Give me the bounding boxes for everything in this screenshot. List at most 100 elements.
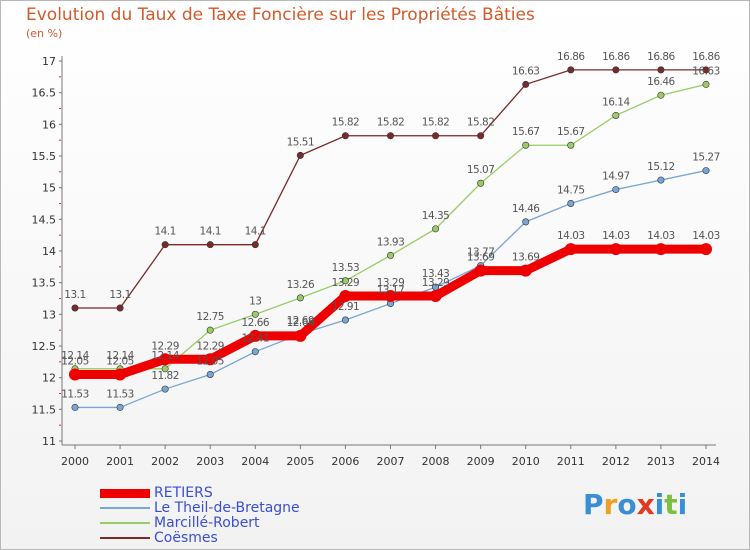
- data-label: 16.63: [692, 65, 720, 77]
- series-point-3: [702, 66, 710, 74]
- data-label: 12.66: [287, 317, 315, 329]
- data-label: 14.75: [557, 185, 585, 197]
- y-tick-label: 12: [42, 372, 56, 385]
- x-tick-label: 2001: [106, 455, 134, 468]
- logo-letter: o: [617, 488, 637, 521]
- series-point-0: [249, 329, 262, 342]
- series-point-3: [522, 80, 530, 88]
- x-tick-label: 2003: [196, 455, 224, 468]
- data-label: 15.82: [467, 117, 495, 129]
- y-tick-label: 12.5: [32, 340, 57, 353]
- data-label: 16.86: [647, 51, 675, 63]
- legend-label-marcille: Marcillé-Robert: [154, 515, 260, 531]
- y-tick-label: 11: [42, 435, 56, 448]
- data-label: 11.82: [151, 370, 179, 382]
- series-point-2: [702, 80, 710, 88]
- series-point-1: [702, 167, 710, 175]
- data-label: 13.1: [109, 289, 130, 301]
- data-label: 16.86: [602, 51, 630, 63]
- series-point-3: [567, 66, 575, 74]
- series-point-2: [522, 141, 530, 149]
- data-label: 15.07: [467, 164, 495, 176]
- data-label: 15.12: [647, 161, 675, 173]
- data-label: 15.51: [287, 136, 315, 148]
- y-tick-label: 16: [42, 118, 56, 131]
- data-label: 16.86: [692, 51, 720, 63]
- series-point-1: [116, 403, 124, 411]
- series-point-0: [204, 353, 217, 366]
- series-point-3: [657, 66, 665, 74]
- data-label: 12.05: [196, 356, 224, 368]
- y-tick-label: 11.5: [32, 403, 57, 416]
- data-label: 14.03: [647, 230, 675, 242]
- y-tick-label: 13: [42, 308, 56, 321]
- data-label: 14.1: [245, 226, 266, 238]
- data-label: 14.97: [602, 171, 630, 183]
- legend-label-le-theil: Le Theil-de-Bretagne: [154, 500, 300, 516]
- series-point-2: [296, 294, 304, 302]
- series-point-2: [341, 277, 349, 285]
- y-tick-label: 16.5: [32, 87, 57, 100]
- x-tick-label: 2006: [331, 455, 359, 468]
- data-label: 14.1: [200, 226, 221, 238]
- series-point-0: [159, 353, 172, 366]
- data-label: 14.03: [602, 230, 630, 242]
- logo-letter: P: [583, 488, 604, 521]
- series-point-2: [567, 141, 575, 149]
- data-label: 15.82: [422, 117, 450, 129]
- series-point-0: [519, 264, 532, 277]
- data-label: 12.14: [61, 350, 89, 362]
- y-tick-label: 17: [42, 55, 56, 68]
- x-tick-label: 2012: [602, 455, 630, 468]
- data-label: 13.1: [64, 289, 85, 301]
- series-point-1: [567, 200, 575, 208]
- series-point-1: [341, 316, 349, 324]
- data-label: 13.69: [467, 252, 495, 264]
- data-label: 12.41: [242, 333, 270, 345]
- series-point-3: [341, 132, 349, 140]
- data-label: 15.82: [377, 117, 405, 129]
- data-label: 13.93: [377, 236, 405, 248]
- data-label: 14.35: [422, 210, 450, 222]
- data-label: 13.43: [422, 268, 450, 280]
- data-label: 15.67: [512, 126, 540, 138]
- data-label: 15.67: [557, 126, 585, 138]
- data-label: 13: [249, 295, 261, 307]
- series-point-0: [339, 289, 352, 302]
- logo-letter: x: [636, 488, 655, 521]
- data-label: 16.86: [557, 51, 585, 63]
- series-point-2: [432, 225, 440, 233]
- data-label: 13.26: [287, 279, 315, 291]
- data-label: 16.63: [512, 65, 540, 77]
- series-point-0: [429, 289, 442, 302]
- x-tick-label: 2005: [286, 455, 314, 468]
- series-point-3: [612, 66, 620, 74]
- data-label: 13.29: [422, 277, 450, 289]
- legend-swatch-retiers: [100, 489, 150, 498]
- y-tick-label: 15: [42, 182, 56, 195]
- series-point-2: [386, 251, 394, 259]
- data-label: 12.14: [151, 350, 179, 362]
- series-point-3: [116, 304, 124, 312]
- series-point-2: [612, 111, 620, 119]
- x-tick-label: 2000: [61, 455, 89, 468]
- data-label: 13.29: [332, 277, 360, 289]
- data-label: 14.1: [154, 226, 175, 238]
- series-point-1: [161, 385, 169, 393]
- x-tick-label: 2009: [467, 455, 495, 468]
- data-label: 12.29: [151, 340, 179, 352]
- data-label: 13.17: [377, 285, 405, 297]
- series-point-1: [522, 218, 530, 226]
- data-label: 15.82: [332, 117, 360, 129]
- series-point-1: [657, 176, 665, 184]
- series-point-0: [564, 243, 577, 256]
- x-tick-label: 2007: [377, 455, 405, 468]
- data-label: 12.05: [106, 356, 134, 368]
- series-point-1: [612, 186, 620, 194]
- data-label: 12.69: [287, 315, 315, 327]
- data-label: 12.05: [61, 356, 89, 368]
- x-tick-label: 2004: [241, 455, 269, 468]
- series-point-0: [654, 243, 667, 256]
- data-label: 12.29: [196, 340, 224, 352]
- y-tick-label: 14.5: [32, 213, 57, 226]
